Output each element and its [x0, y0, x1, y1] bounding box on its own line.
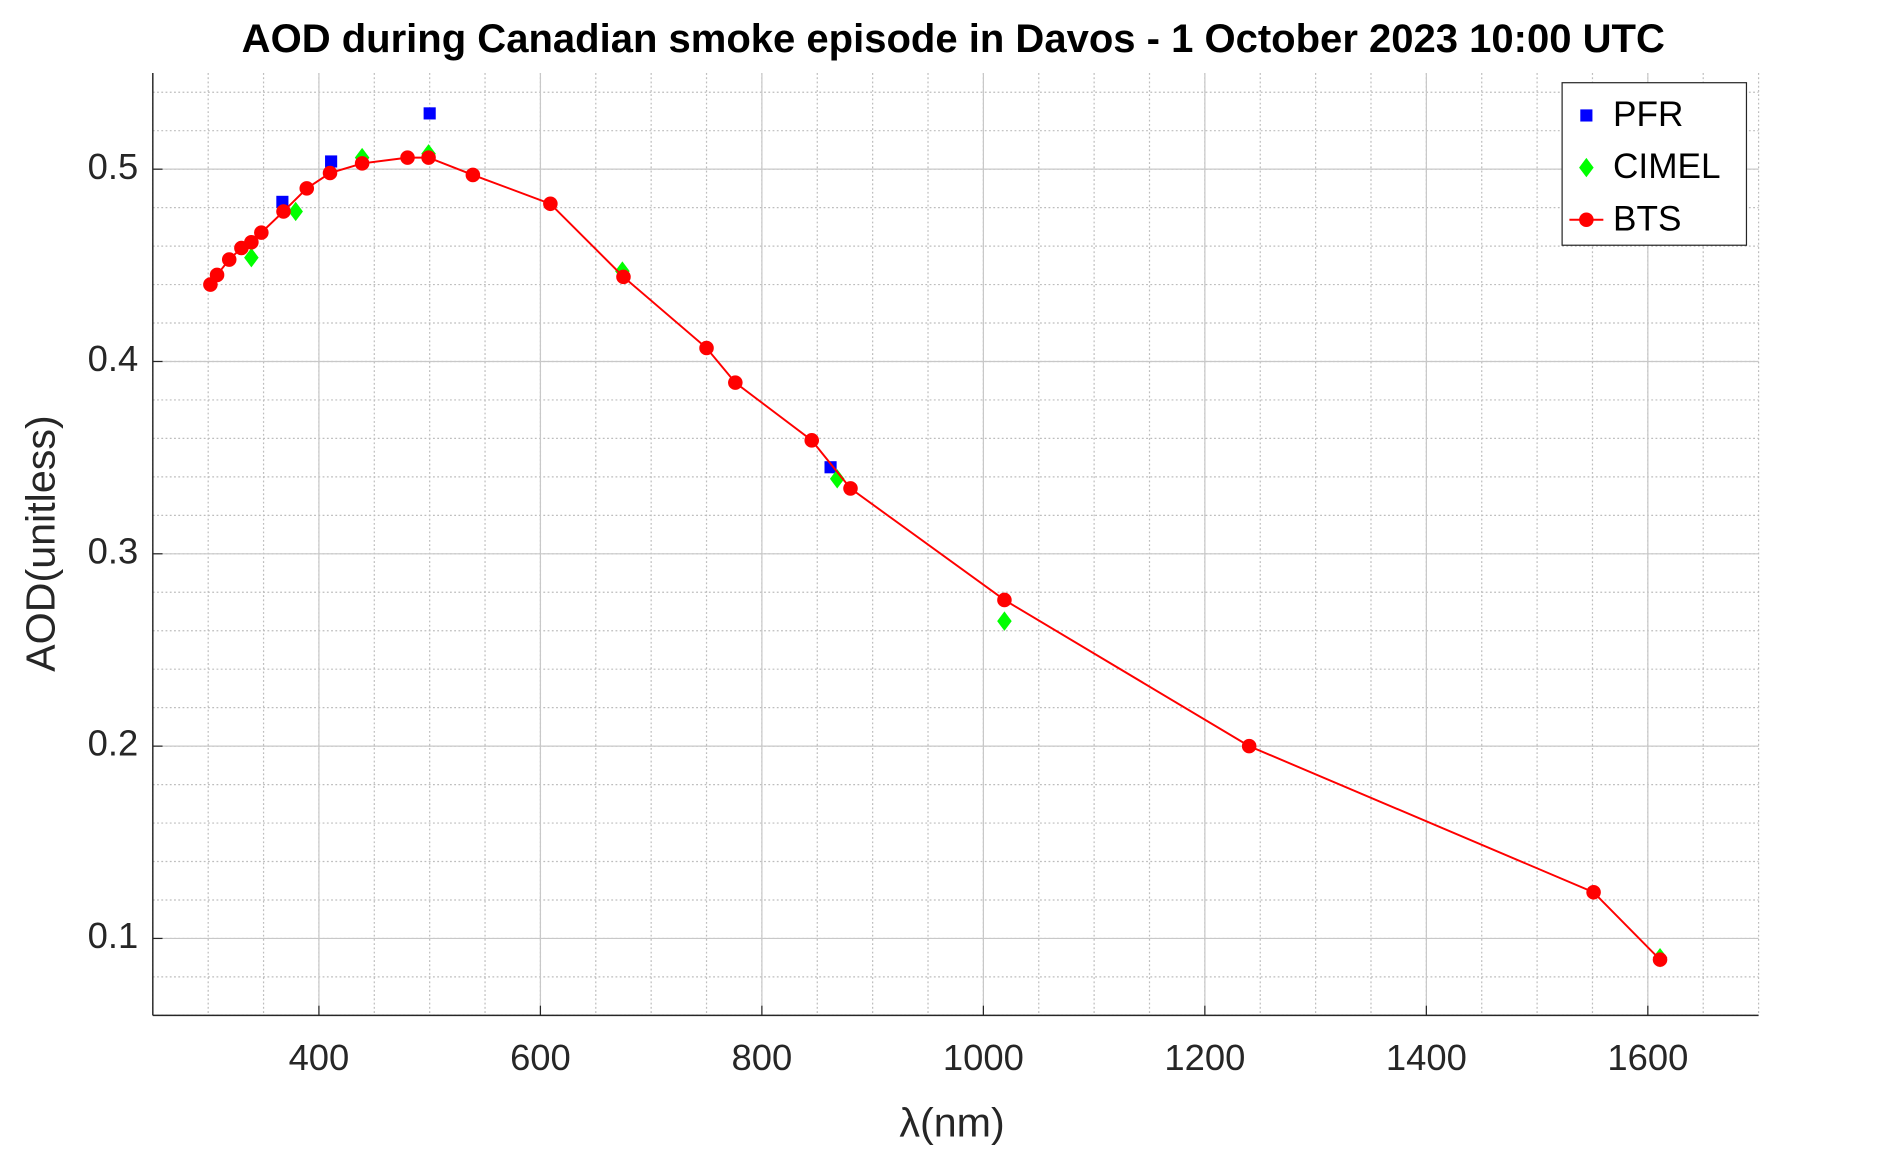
legend-marker [1580, 109, 1593, 122]
x-tick-label: 1200 [1164, 1037, 1245, 1078]
data-point [1652, 952, 1668, 967]
chart-title: AOD during Canadian smoke episode in Dav… [242, 17, 1665, 61]
legend-marker [1579, 212, 1594, 228]
data-point [543, 196, 558, 212]
x-tick-label: 400 [289, 1037, 350, 1078]
x-axis-label: λ(nm) [899, 1100, 1004, 1146]
data-point [423, 107, 436, 120]
y-axis-label: AOD(unitless) [18, 415, 64, 672]
data-point [276, 204, 291, 219]
data-point [824, 461, 837, 474]
data-point [699, 340, 714, 356]
y-tick-label: 0.4 [88, 338, 139, 379]
data-point [221, 252, 237, 267]
y-tick-label: 0.1 [88, 915, 139, 956]
data-point [254, 225, 269, 240]
data-point [1241, 738, 1257, 754]
x-tick-label: 600 [510, 1037, 571, 1078]
data-point [244, 247, 259, 268]
x-tick-label: 1000 [943, 1037, 1024, 1078]
x-tick-label: 1400 [1386, 1037, 1467, 1078]
data-point [997, 611, 1012, 631]
data-point [354, 156, 370, 171]
data-point [997, 592, 1012, 608]
data-point [299, 181, 315, 196]
legend-label: CIMEL [1613, 147, 1720, 186]
legend-label: BTS [1613, 199, 1681, 238]
x-tick-label: 800 [732, 1037, 793, 1078]
data-point [421, 150, 436, 165]
data-point [843, 481, 858, 496]
data-point [325, 155, 338, 168]
legend-label: PFR [1613, 95, 1683, 134]
y-tick-label: 0.3 [88, 530, 139, 571]
data-point [400, 150, 415, 165]
data-point [616, 269, 631, 285]
data-point [1586, 885, 1601, 900]
x-tick-label: 1600 [1607, 1037, 1688, 1078]
data-point [804, 433, 820, 448]
y-tick-label: 0.2 [88, 723, 139, 764]
y-tick-label: 0.5 [88, 146, 139, 187]
data-point [244, 234, 259, 250]
data-point [728, 375, 743, 390]
data-point [322, 165, 338, 181]
data-point [209, 267, 225, 283]
data-point [465, 167, 481, 183]
